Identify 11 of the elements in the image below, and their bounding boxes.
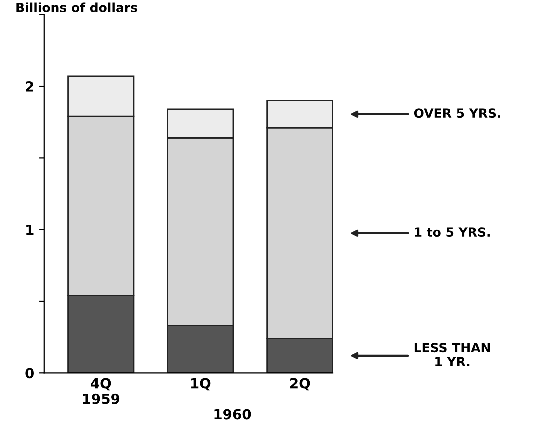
y-axis-title: Billions of dollars bbox=[16, 2, 138, 12]
y-tick-label: 1 bbox=[26, 224, 34, 236]
legend-label: LESS THAN 1 YR. bbox=[414, 343, 490, 366]
y-tick-label: 2 bbox=[26, 82, 34, 92]
legend-label: 1 to 5 YRS. bbox=[415, 228, 490, 238]
x-tick-label: 2Q bbox=[290, 378, 310, 391]
y-tick-label: 0 bbox=[26, 368, 34, 379]
legend-label: OVER 5 YRS. bbox=[414, 108, 500, 118]
text: 1960 bbox=[214, 409, 252, 420]
x-tick-label: 1Q bbox=[191, 378, 211, 391]
x-tick-label: 4Q 1959 bbox=[83, 378, 120, 404]
